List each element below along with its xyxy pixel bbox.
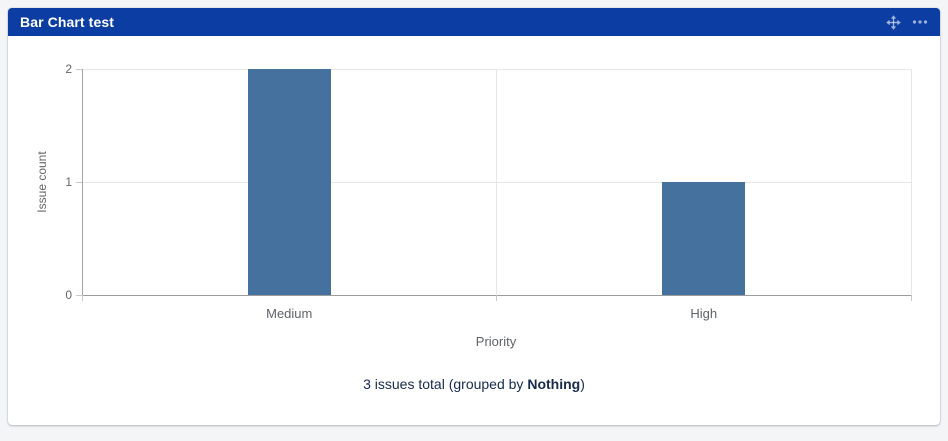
- chart-summary: 3 issues total (grouped by Nothing): [8, 376, 940, 392]
- y-axis-title: Issue count: [35, 151, 49, 213]
- y-tick-mark-0: [76, 294, 82, 296]
- x-tick-mark-2: [910, 295, 912, 301]
- gadget-body: Issue count 0 1 2 Medium High Priority 3 iss…: [8, 36, 940, 425]
- x-axis-title: Priority: [475, 334, 517, 349]
- x-tick-mark-1: [496, 295, 497, 301]
- dashboard-gadget: Bar Chart test I: [8, 8, 940, 425]
- y-tick-label-2: 2: [65, 62, 72, 76]
- x-category-label-medium: Medium: [266, 306, 313, 321]
- y-tick-mark-1: [76, 181, 82, 183]
- move-gadget-icon[interactable]: [886, 14, 901, 30]
- bar-medium[interactable]: [247, 69, 331, 295]
- gadget-header-actions: [886, 14, 928, 30]
- gadget-title: Bar Chart test: [20, 14, 114, 30]
- summary-suffix: ): [580, 376, 585, 392]
- y-tick-mark-2: [76, 68, 82, 70]
- y-axis-line: [81, 69, 83, 295]
- more-options-icon[interactable]: [912, 14, 928, 30]
- y-tick-label-1: 1: [65, 175, 72, 189]
- bar-high[interactable]: [662, 182, 746, 295]
- x-category-label-high: High: [690, 306, 718, 321]
- summary-prefix: 3 issues total (grouped by: [363, 376, 528, 392]
- x-tick-mark-0: [81, 295, 83, 301]
- gridline-x1: [496, 69, 497, 295]
- summary-group-by: Nothing: [527, 376, 581, 392]
- y-tick-label-0: 0: [65, 288, 72, 302]
- gadget-header: Bar Chart test: [8, 8, 940, 36]
- gridline-x2: [910, 69, 912, 295]
- plot-area: 0 1 2 Medium High: [65, 63, 912, 321]
